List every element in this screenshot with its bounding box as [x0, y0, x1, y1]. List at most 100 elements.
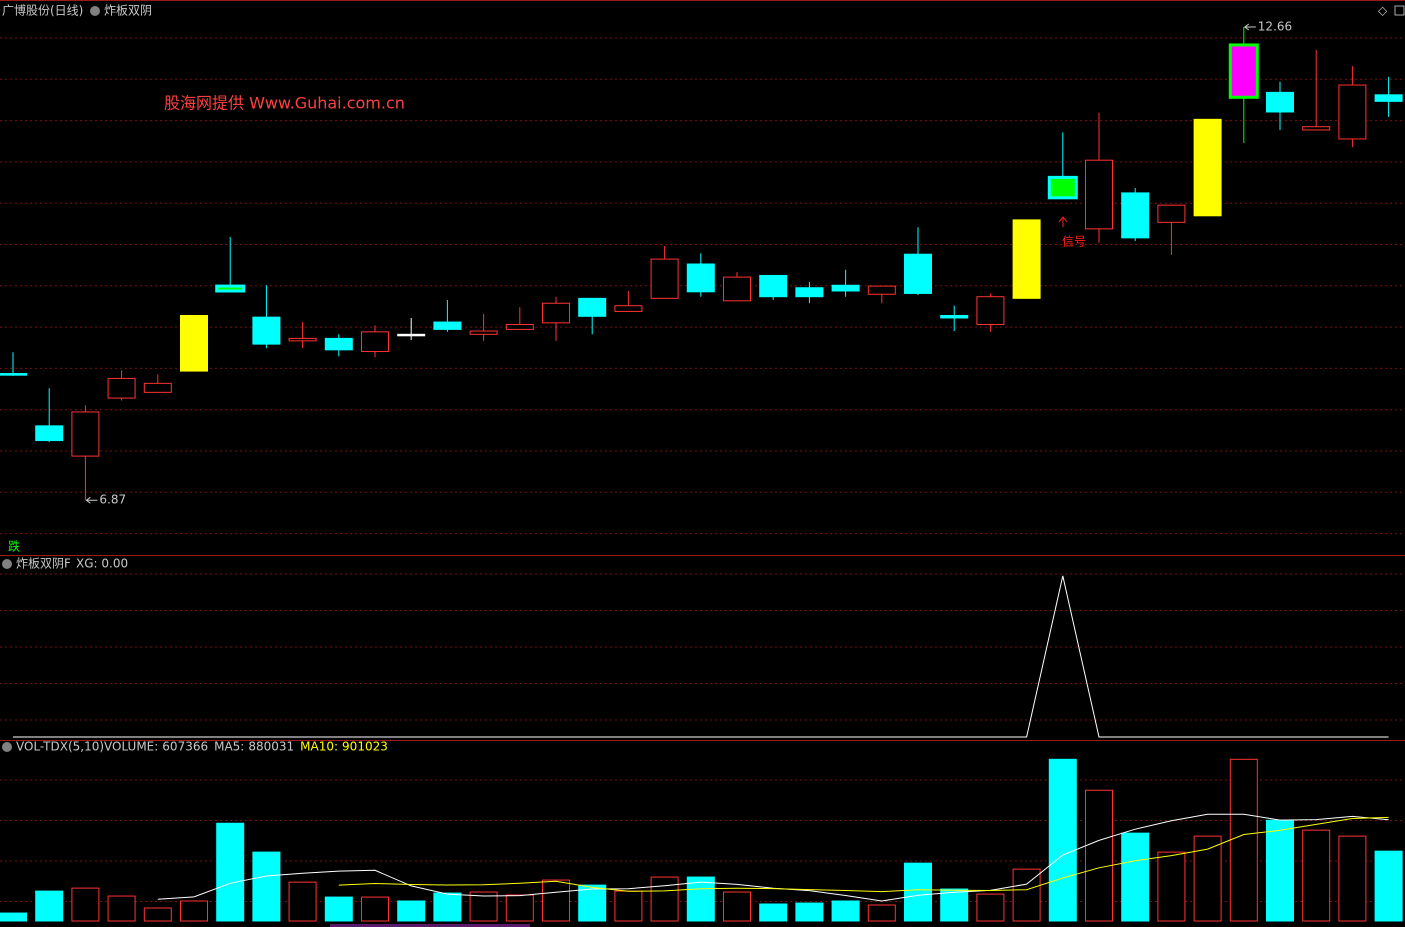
ma-line: [338, 816, 1389, 893]
scrollbar[interactable]: [330, 924, 530, 927]
diamond-icon[interactable]: ◇: [1378, 4, 1388, 18]
candle-body: [831, 284, 860, 292]
indicator-name: 炸板双阴: [104, 4, 152, 18]
candle-body: [35, 425, 64, 442]
volume-bar: [542, 879, 570, 922]
volume-bar: [361, 896, 389, 922]
volume-bar: [288, 881, 317, 922]
candle-body: [542, 302, 570, 324]
candle-body: [1085, 159, 1113, 230]
indicator-line: [13, 575, 1389, 738]
volume-bar: [578, 884, 607, 922]
volume-bar: [650, 876, 679, 922]
volume-bar: [433, 892, 462, 922]
readout-value: 880031: [248, 740, 294, 754]
candle-body: [361, 331, 389, 352]
readout-value: 607366: [162, 740, 208, 754]
volume-bar: [216, 822, 245, 922]
menu-icon[interactable]: [2, 559, 12, 569]
volume-bar: [759, 903, 788, 922]
candle-body: [1121, 192, 1150, 239]
readout-name: MA10:: [300, 740, 338, 754]
candle-body: [1157, 204, 1186, 223]
volume-bar: [867, 904, 896, 922]
volume-title: VOL-TDX(5,10): [16, 740, 104, 754]
volume-bar: [1048, 758, 1077, 922]
volume-bar: [1085, 789, 1113, 922]
watermark: 股海网提供 Www.Guhai.com.cn: [164, 94, 405, 113]
candle-body: [686, 263, 715, 293]
volume-bar: [35, 890, 64, 922]
readout-name: VOLUME:: [104, 740, 158, 754]
candle-body: [867, 285, 896, 295]
volume-bar: [0, 912, 27, 922]
volume-bar: [614, 890, 643, 922]
candle-body: [1338, 84, 1367, 140]
candle-body: [1266, 91, 1294, 113]
candle-body: [0, 373, 27, 376]
volume-bar: [1229, 758, 1258, 922]
volume-bar: [795, 902, 824, 922]
signal-arrow: [1058, 216, 1068, 227]
indicator-readout: XG: 0.00: [76, 557, 128, 571]
volume-bar: [1338, 835, 1367, 922]
candle-body: [759, 274, 788, 298]
volume-bar: [71, 887, 100, 922]
volume-bar: [1374, 850, 1403, 922]
volume-bar: [1012, 868, 1041, 922]
window-icon[interactable]: [1394, 5, 1405, 16]
min-label: 6.87: [99, 493, 126, 507]
candle-body: [1302, 126, 1331, 131]
volume-bar: [1266, 819, 1294, 922]
candle-body: [469, 330, 498, 335]
readout-value: 901023: [342, 740, 388, 754]
candle-body: [940, 315, 969, 319]
candle-body: [650, 258, 679, 299]
volume-bar: [107, 895, 136, 922]
candle-body: [795, 287, 824, 298]
candle-body: [1193, 118, 1222, 217]
max-label: 12.66: [1258, 19, 1292, 33]
candle-body: [723, 276, 751, 302]
candle-body: [71, 411, 100, 457]
readout-name: MA5:: [214, 740, 244, 754]
candle-body: [1374, 94, 1403, 102]
candle-body: [215, 284, 246, 293]
signal-label: 信号: [1062, 235, 1086, 249]
volume-bar: [469, 891, 498, 922]
volume-bar: [904, 862, 932, 922]
candle-body: [976, 296, 1005, 325]
candle-body: [578, 297, 607, 317]
candle-body: [288, 337, 317, 342]
menu-icon[interactable]: [90, 6, 100, 16]
fall-label: 跌: [8, 539, 20, 554]
volume-bar: [505, 894, 534, 922]
candle-body: [324, 337, 353, 351]
candle-body: [433, 321, 462, 330]
volume-bar: [324, 896, 353, 922]
candle-body: [107, 377, 136, 399]
candle-body: [1047, 175, 1078, 200]
volume-bar: [1121, 832, 1150, 922]
indicator-title: 炸板双阴F: [16, 557, 71, 571]
label-arrow: [85, 496, 98, 504]
candle-body: [614, 305, 643, 312]
volume-bar: [686, 876, 715, 922]
volume-bar: [831, 900, 860, 922]
label-arrow: [1243, 23, 1256, 31]
volume-bar: [143, 907, 172, 922]
candle-body: [252, 316, 281, 345]
menu-icon[interactable]: [2, 742, 12, 752]
candle-body: [180, 315, 208, 372]
volume-bar: [397, 900, 426, 922]
candle-body: [505, 323, 534, 330]
volume-bar: [1157, 851, 1186, 922]
candle-body: [1228, 43, 1259, 99]
candle-body: [397, 333, 426, 337]
volume-bar: [940, 888, 969, 922]
candle-body: [904, 253, 932, 294]
volume-bar: [180, 900, 208, 922]
volume-bar: [1302, 829, 1331, 922]
